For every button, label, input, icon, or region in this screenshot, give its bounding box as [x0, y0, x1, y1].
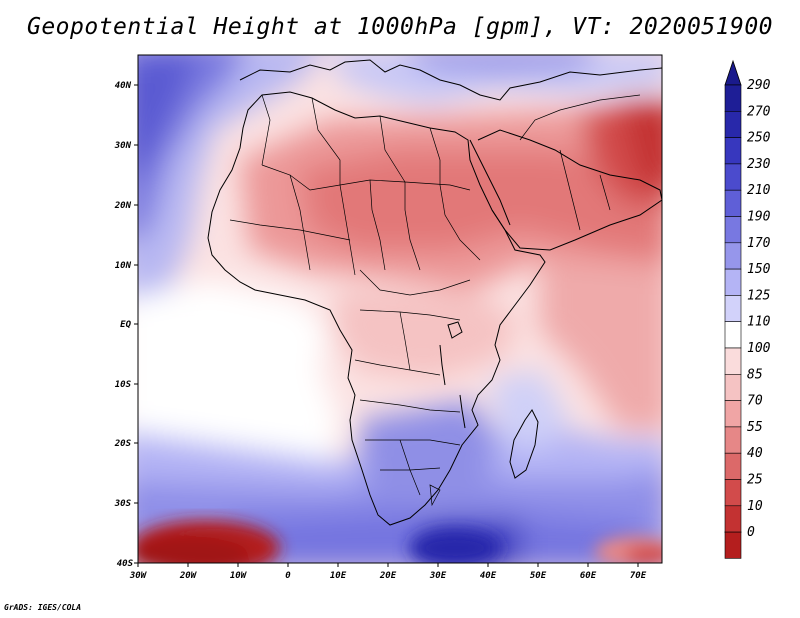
lat-label-20n: 20N: [114, 201, 132, 211]
lon-label-40e: 40E: [480, 571, 497, 581]
lon-label-60e: 60E: [580, 571, 597, 581]
colorbar-swatch: [724, 426, 742, 454]
colorbar-swatch: [724, 84, 742, 112]
colorbar-label: 100: [747, 341, 771, 356]
colorbar-label: 170: [747, 236, 771, 251]
africa-coastline: [207, 91, 546, 526]
lake-tanganyika: [439, 344, 446, 386]
colorbar-label: 85: [747, 367, 763, 382]
lon-label-20e: 20E: [379, 571, 397, 581]
tick-marks: [134, 84, 639, 567]
colorbar-label: 270: [747, 104, 771, 119]
colorbar-label: 190: [747, 210, 771, 225]
lat-label-30n: 30N: [114, 141, 132, 151]
colorbar-label: 210: [747, 183, 771, 198]
europe-coastline: [239, 59, 662, 101]
lon-label-50e: 50E: [530, 571, 547, 581]
country-borders: [229, 94, 641, 507]
colorbar-swatch: [724, 347, 742, 375]
colorbar-swatch: [724, 452, 742, 480]
colorbar-label: 150: [747, 262, 771, 277]
lon-label-10e: 10E: [330, 571, 347, 581]
colorbar-swatch: [724, 189, 742, 217]
colorbar-label: 290: [747, 78, 771, 93]
longitude-labels: 30W 20W 10W 0 10E 20E 30E 40E 50E 60E 70…: [129, 571, 647, 581]
colorbar-swatch: [724, 216, 742, 244]
lat-label-10s: 10S: [115, 380, 132, 390]
lon-label-30e: 30E: [429, 571, 447, 581]
red-sea: [469, 139, 511, 226]
height-field: [138, 55, 662, 563]
colorbar-label: 110: [747, 315, 771, 330]
colorbar-label: 230: [747, 157, 771, 172]
colorbar-label: 25: [747, 473, 763, 488]
colorbar-label: 0: [747, 525, 755, 540]
colorbar-swatch: [724, 111, 742, 138]
colorbar-label: 40: [747, 446, 763, 461]
lon-label-30w: 30W: [129, 571, 148, 581]
lat-label-40s: 40S: [117, 559, 134, 569]
colorbar-swatch: [724, 479, 742, 507]
colorbar-swatches: [724, 84, 742, 559]
colorbar-label: 70: [747, 394, 763, 409]
grads-credit: GrADS: IGES/COLA: [4, 603, 82, 612]
colorbar-swatch: [724, 137, 742, 165]
colorbar-swatch: [724, 163, 742, 191]
colorbar-swatch: [724, 242, 742, 270]
lon-label-0: 0: [285, 571, 291, 581]
colorbar-top-arrow: [724, 59, 742, 86]
lon-label-10w: 10W: [230, 571, 248, 581]
map-title: Geopotential Height at 1000hPa [gpm], VT…: [26, 14, 774, 40]
colorbar-swatch: [724, 505, 742, 533]
lon-label-20w: 20W: [179, 571, 198, 581]
lat-label-40n: 40N: [115, 81, 132, 91]
colorbar-swatch: [724, 400, 742, 428]
colorbar-label: 250: [747, 131, 771, 146]
lake-victoria: [447, 321, 463, 339]
colorbar-label: 55: [747, 420, 763, 435]
colorbar-swatch: [724, 321, 742, 349]
colorbar-label: 10: [747, 499, 763, 514]
lat-label-eq: EQ: [120, 320, 131, 330]
lat-label-10n: 10N: [115, 261, 132, 271]
colorbar-label: 125: [747, 288, 771, 303]
lon-label-70e: 70E: [630, 571, 647, 581]
coastlines-and-borders: [207, 59, 662, 526]
latitude-labels: 40N 30N 20N 10N EQ 10S 20S 30S 40S: [114, 81, 134, 569]
colorbar-swatch: [724, 373, 742, 401]
lake-malawi: [459, 394, 466, 429]
colorbar-swatch: [724, 295, 742, 322]
colorbar-labels: 2902702502302101901701501251101008570554…: [747, 78, 771, 540]
colorbar: 2902702502302101901701501251101008570554…: [724, 59, 771, 559]
arabia-coastline: [477, 129, 662, 251]
lat-label-20s: 20S: [114, 439, 132, 449]
colorbar-swatch: [724, 268, 742, 296]
lat-label-30s: 30S: [114, 499, 132, 509]
colorbar-swatch: [724, 531, 742, 559]
plot-frame: [137, 54, 663, 564]
madagascar-coastline: [509, 409, 539, 479]
